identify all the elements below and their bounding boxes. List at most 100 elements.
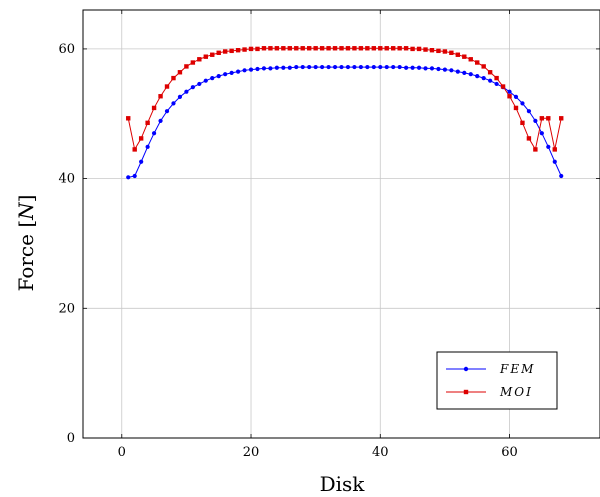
data-point-fem bbox=[358, 64, 363, 70]
series-layer bbox=[126, 46, 564, 180]
x-axis-label: Disk bbox=[320, 472, 366, 496]
data-point-moi bbox=[520, 120, 525, 126]
data-point-moi bbox=[261, 46, 267, 51]
data-point-fem bbox=[345, 64, 351, 70]
data-point-moi bbox=[410, 46, 415, 52]
data-point-fem bbox=[468, 72, 473, 77]
data-point-moi bbox=[533, 147, 538, 152]
data-point-fem bbox=[164, 109, 170, 114]
data-point-fem bbox=[223, 72, 228, 77]
data-point-fem bbox=[242, 68, 247, 73]
data-point-fem bbox=[442, 67, 447, 72]
x-tick-label: 40 bbox=[372, 445, 389, 460]
data-point-moi bbox=[326, 46, 331, 51]
data-point-moi bbox=[132, 147, 137, 152]
y-tick-label: 40 bbox=[58, 172, 75, 187]
data-point-moi bbox=[546, 116, 551, 121]
data-point-moi bbox=[494, 75, 499, 81]
data-point-moi bbox=[365, 46, 370, 51]
legend: FEM MOI bbox=[436, 351, 558, 410]
data-point-fem bbox=[539, 131, 544, 136]
y-tick-label: 20 bbox=[58, 301, 75, 316]
data-point-fem bbox=[371, 64, 376, 70]
data-point-fem bbox=[416, 65, 422, 70]
data-point-fem bbox=[281, 65, 286, 70]
data-point-moi bbox=[475, 60, 480, 65]
data-point-fem bbox=[274, 65, 279, 70]
data-point-fem bbox=[190, 85, 195, 90]
data-point-moi bbox=[358, 46, 364, 51]
data-point-moi bbox=[164, 84, 170, 89]
data-point-fem bbox=[429, 66, 435, 71]
data-point-fem bbox=[145, 144, 150, 149]
data-point-moi bbox=[481, 64, 486, 69]
data-point-moi bbox=[319, 46, 325, 51]
data-point-fem bbox=[248, 67, 254, 72]
y-tick-label: 0 bbox=[67, 431, 75, 446]
data-point-moi bbox=[274, 46, 280, 51]
x-tick-label: 20 bbox=[243, 445, 260, 460]
data-point-fem bbox=[475, 74, 480, 79]
data-point-fem bbox=[552, 159, 557, 164]
data-point-fem bbox=[494, 81, 499, 87]
data-point-fem bbox=[462, 70, 467, 76]
data-point-moi bbox=[177, 70, 183, 75]
data-point-fem bbox=[410, 65, 415, 70]
data-point-moi bbox=[138, 136, 144, 141]
data-point-fem bbox=[404, 65, 409, 70]
data-point-moi bbox=[416, 46, 422, 52]
data-point-fem bbox=[139, 159, 144, 164]
data-point-moi bbox=[145, 120, 150, 126]
data-point-fem bbox=[533, 118, 538, 123]
data-point-fem bbox=[352, 64, 357, 70]
data-point-fem bbox=[378, 64, 383, 70]
data-point-fem bbox=[203, 78, 208, 83]
data-point-moi bbox=[216, 50, 221, 55]
data-point-moi bbox=[449, 50, 454, 55]
data-point-fem bbox=[326, 64, 331, 70]
data-point-moi bbox=[306, 46, 312, 51]
data-point-moi bbox=[423, 47, 428, 52]
data-point-fem bbox=[184, 89, 189, 94]
data-point-fem bbox=[559, 173, 564, 179]
data-point-moi bbox=[313, 46, 318, 51]
data-point-moi bbox=[300, 46, 305, 51]
data-point-fem bbox=[339, 64, 344, 70]
data-point-moi bbox=[255, 46, 260, 52]
data-point-moi bbox=[429, 48, 435, 53]
data-point-fem bbox=[126, 175, 131, 180]
data-point-moi bbox=[242, 47, 247, 52]
data-point-moi bbox=[539, 116, 545, 121]
data-point-fem bbox=[300, 64, 305, 70]
data-point-fem bbox=[436, 66, 441, 72]
data-point-fem bbox=[261, 66, 267, 71]
legend-marker-moi bbox=[463, 389, 469, 395]
legend-label-moi: MOI bbox=[499, 385, 533, 399]
data-point-fem bbox=[177, 94, 183, 99]
plot-frame bbox=[82, 9, 600, 439]
x-tick-label: 0 bbox=[118, 445, 126, 460]
data-point-fem bbox=[507, 89, 512, 94]
legend-label-fem: FEM bbox=[499, 362, 535, 376]
data-point-moi bbox=[158, 94, 163, 99]
data-point-moi bbox=[384, 46, 389, 51]
y-axis-label-unit: N bbox=[14, 201, 38, 221]
data-point-moi bbox=[513, 105, 519, 111]
y-tick-label: 60 bbox=[58, 42, 75, 57]
data-point-moi bbox=[391, 46, 396, 51]
data-point-fem bbox=[158, 118, 163, 123]
data-point-moi bbox=[235, 48, 241, 53]
data-point-fem bbox=[313, 64, 318, 70]
data-point-fem bbox=[294, 64, 299, 70]
data-point-moi bbox=[203, 54, 208, 59]
data-point-fem bbox=[307, 64, 312, 70]
data-point-fem bbox=[171, 101, 176, 106]
data-point-fem bbox=[481, 75, 486, 81]
data-point-fem bbox=[488, 78, 493, 83]
data-point-moi bbox=[294, 46, 299, 51]
data-point-fem bbox=[229, 70, 234, 76]
data-point-moi bbox=[190, 60, 196, 65]
data-point-moi bbox=[442, 49, 448, 54]
data-point-moi bbox=[559, 116, 564, 121]
